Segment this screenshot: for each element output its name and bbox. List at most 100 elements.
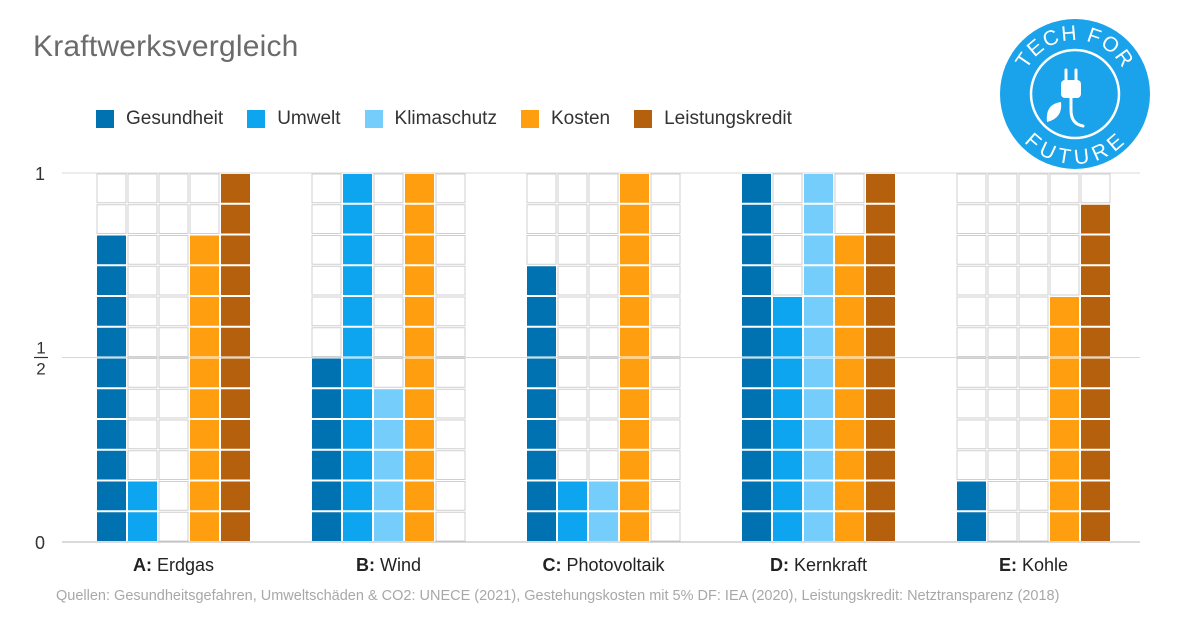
bar-cell-leistungskredit bbox=[221, 481, 250, 511]
empty-cell bbox=[1049, 265, 1080, 296]
legend-item-kosten: Kosten bbox=[520, 108, 610, 130]
bar-cell-gesundheit bbox=[742, 297, 771, 326]
empty-cell bbox=[311, 173, 342, 204]
bar-cell-gesundheit bbox=[527, 481, 556, 511]
bar-cell-kosten bbox=[835, 481, 864, 511]
empty-cell bbox=[96, 204, 127, 234]
legend-swatch bbox=[634, 110, 653, 128]
empty-cell bbox=[772, 235, 803, 265]
bar-cell-umwelt bbox=[343, 389, 372, 418]
bar-cell-kosten bbox=[190, 235, 219, 265]
empty-cell bbox=[956, 204, 987, 234]
bar-cell-klimaschutz bbox=[374, 512, 403, 541]
x-tick-label: C: Photovoltaik bbox=[542, 555, 665, 575]
bar-cell-klimaschutz bbox=[589, 481, 618, 511]
empty-cell bbox=[127, 235, 158, 265]
legend-swatch bbox=[520, 110, 539, 128]
empty-cell bbox=[956, 327, 987, 357]
bar-cell-kosten bbox=[1050, 512, 1079, 541]
bar-cell-gesundheit bbox=[527, 358, 556, 388]
bar-cell-gesundheit bbox=[527, 450, 556, 480]
bar-cell-kosten bbox=[405, 235, 434, 265]
bar-cell-gesundheit bbox=[742, 174, 771, 203]
empty-cell bbox=[435, 204, 466, 234]
bar-cell-leistungskredit bbox=[1081, 358, 1110, 388]
empty-cell bbox=[987, 327, 1018, 357]
bar-cell-kosten bbox=[620, 266, 649, 295]
empty-cell bbox=[987, 388, 1018, 419]
bar-cell-kosten bbox=[405, 266, 434, 295]
empty-cell bbox=[435, 265, 466, 296]
bar-cell-leistungskredit bbox=[221, 266, 250, 295]
empty-cell bbox=[189, 204, 220, 234]
bar-cell-gesundheit bbox=[527, 297, 556, 326]
y-tick-denominator: 2 bbox=[36, 360, 45, 379]
legend-swatch bbox=[247, 110, 266, 128]
category-letter: E: bbox=[999, 555, 1017, 575]
empty-cell bbox=[1049, 173, 1080, 204]
empty-cell bbox=[158, 296, 189, 327]
empty-cell bbox=[772, 204, 803, 234]
bar-cell-leistungskredit bbox=[866, 266, 895, 295]
bar-cell-klimaschutz bbox=[589, 512, 618, 541]
empty-cell bbox=[1018, 511, 1049, 542]
empty-cell bbox=[158, 265, 189, 296]
bar-cell-leistungskredit bbox=[866, 358, 895, 388]
bar-cell-kosten bbox=[620, 481, 649, 511]
empty-cell bbox=[158, 388, 189, 419]
bar-cell-gesundheit bbox=[312, 389, 341, 418]
bar-cell-gesundheit bbox=[312, 450, 341, 480]
bar-cell-leistungskredit bbox=[221, 327, 250, 357]
bar-cell-kosten bbox=[835, 389, 864, 418]
empty-cell bbox=[956, 235, 987, 265]
empty-cell bbox=[311, 204, 342, 234]
empty-cell bbox=[557, 388, 588, 419]
category-letter: D: bbox=[770, 555, 789, 575]
empty-cell bbox=[588, 327, 619, 357]
bar-cell-kosten bbox=[405, 297, 434, 326]
bar-cell-kosten bbox=[1050, 327, 1079, 357]
empty-cell bbox=[1018, 296, 1049, 327]
bar-cell-leistungskredit bbox=[866, 174, 895, 203]
empty-cell bbox=[158, 173, 189, 204]
bar-cell-leistungskredit bbox=[1081, 450, 1110, 480]
bar-cell-umwelt bbox=[343, 512, 372, 541]
bar-cell-kosten bbox=[1050, 420, 1079, 449]
bar-cell-kosten bbox=[1050, 481, 1079, 511]
empty-cell bbox=[435, 235, 466, 265]
bar-cell-umwelt bbox=[773, 389, 802, 418]
bar-cell-gesundheit bbox=[97, 450, 126, 480]
empty-cell bbox=[158, 235, 189, 265]
bar-cell-umwelt bbox=[128, 481, 157, 511]
bar-cell-gesundheit bbox=[312, 420, 341, 449]
bar-cell-leistungskredit bbox=[221, 174, 250, 203]
category-letter: B: bbox=[356, 555, 375, 575]
empty-cell bbox=[1049, 235, 1080, 265]
empty-cell bbox=[650, 265, 681, 296]
empty-cell bbox=[650, 235, 681, 265]
bar-cell-gesundheit bbox=[742, 266, 771, 295]
empty-cell bbox=[127, 419, 158, 450]
empty-cell bbox=[158, 450, 189, 480]
bar-cell-kosten bbox=[405, 450, 434, 480]
bar-cell-leistungskredit bbox=[221, 235, 250, 265]
bar-cell-gesundheit bbox=[742, 420, 771, 449]
bar-cell-leistungskredit bbox=[221, 389, 250, 418]
empty-cell bbox=[158, 419, 189, 450]
bar-cell-leistungskredit bbox=[1081, 512, 1110, 541]
empty-cell bbox=[588, 296, 619, 327]
bar-cell-umwelt bbox=[343, 204, 372, 234]
bar-cell-kosten bbox=[190, 481, 219, 511]
empty-cell bbox=[956, 358, 987, 388]
bar-cell-kosten bbox=[620, 174, 649, 203]
bar-cell-klimaschutz bbox=[804, 481, 833, 511]
bar-cell-gesundheit bbox=[312, 358, 341, 388]
bar-cell-umwelt bbox=[343, 327, 372, 357]
empty-cell bbox=[127, 358, 158, 388]
bar-cell-umwelt bbox=[558, 512, 587, 541]
bar-cell-gesundheit bbox=[957, 481, 986, 511]
bar-cell-kosten bbox=[620, 389, 649, 418]
empty-cell bbox=[650, 481, 681, 511]
legend-swatch bbox=[364, 110, 383, 128]
empty-cell bbox=[311, 265, 342, 296]
